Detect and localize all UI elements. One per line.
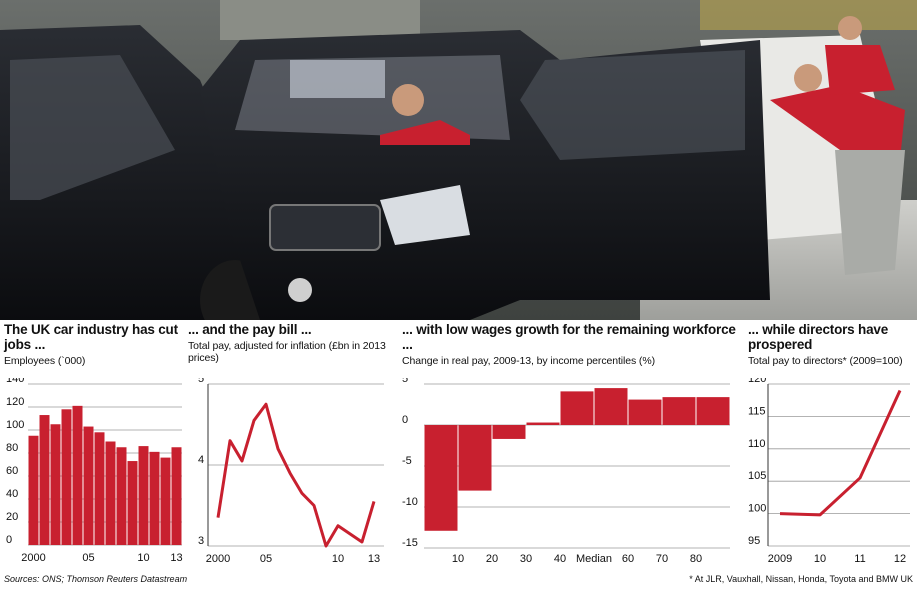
bar bbox=[160, 457, 171, 545]
factory-illustration bbox=[0, 0, 917, 320]
bar bbox=[458, 425, 492, 491]
panel-pay-bill: ... and the pay bill ... Total pay, adju… bbox=[188, 322, 388, 570]
x-tick-label: 10 bbox=[332, 553, 344, 565]
x-tick-label: 40 bbox=[554, 553, 566, 565]
x-tick-label: 12 bbox=[894, 553, 906, 565]
y-tick-label: 60 bbox=[6, 465, 18, 477]
real-pay-bar-chart: 5 0 -5 -10 -15 10 20 30 40 Median 60 70 80 bbox=[402, 378, 730, 565]
y-tick-label: -15 bbox=[402, 537, 418, 549]
bar bbox=[628, 399, 662, 425]
bar bbox=[594, 388, 628, 425]
panel-subtitle: Total pay, adjusted for inflation (£bn i… bbox=[188, 340, 386, 364]
x-tick-label: 10 bbox=[452, 553, 464, 565]
x-tick-label: 30 bbox=[520, 553, 532, 565]
bar bbox=[662, 397, 696, 425]
x-tick-label: 05 bbox=[260, 553, 272, 565]
y-tick-label: 5 bbox=[402, 378, 408, 385]
bar bbox=[105, 441, 116, 545]
x-tick-label: 2009 bbox=[768, 553, 792, 565]
bar bbox=[171, 447, 182, 545]
bar bbox=[116, 447, 127, 545]
directors-line-chart: 95 100 105 110 115 120 2009 10 11 12 bbox=[748, 378, 910, 565]
y-tick-label: 120 bbox=[6, 396, 24, 408]
panel-employees: The UK car industry has cut jobs ... Emp… bbox=[4, 322, 189, 570]
y-tick-label: 115 bbox=[748, 405, 766, 417]
y-tick-label: 0 bbox=[6, 534, 12, 546]
y-tick-label: -10 bbox=[402, 496, 418, 508]
y-tick-label: 5 bbox=[198, 378, 204, 385]
bar bbox=[72, 405, 83, 545]
bar bbox=[526, 422, 560, 425]
panel-real-pay: ... with low wages growth for the remain… bbox=[402, 322, 742, 570]
panel-title: ... while directors have prospered bbox=[748, 322, 889, 352]
y-tick-label: 3 bbox=[198, 535, 204, 547]
footnote: * At JLR, Vauxhall, Nissan, Honda, Toyot… bbox=[689, 574, 913, 584]
x-tick-label: 20 bbox=[486, 553, 498, 565]
y-tick-label: 80 bbox=[6, 442, 18, 454]
x-tick-label: 05 bbox=[82, 552, 94, 564]
bar bbox=[28, 435, 39, 545]
pay-bill-line-chart: 3 4 5 2000 05 10 13 bbox=[198, 378, 384, 565]
panel-subtitle: Employees (`000) bbox=[4, 355, 86, 367]
bar bbox=[50, 424, 61, 545]
sources-note: Sources: ONS; Thomson Reuters Datastream bbox=[4, 574, 188, 584]
series-line bbox=[216, 402, 376, 548]
x-tick-label: 13 bbox=[368, 553, 380, 565]
x-tick-label: 10 bbox=[814, 553, 826, 565]
bar bbox=[696, 397, 730, 425]
series-line bbox=[779, 389, 902, 517]
bar bbox=[61, 409, 72, 545]
y-tick-label: 105 bbox=[748, 470, 766, 482]
bar bbox=[424, 425, 458, 531]
panel-title: The UK car industry has cut jobs ... bbox=[4, 322, 178, 352]
panel-subtitle: Total pay to directors* (2009=100) bbox=[748, 355, 903, 367]
bar bbox=[138, 446, 149, 545]
bar bbox=[560, 391, 594, 425]
panel-title: ... with low wages growth for the remain… bbox=[402, 322, 736, 352]
x-tick-label: Median bbox=[576, 553, 612, 565]
bar bbox=[149, 451, 160, 545]
x-tick-label: 2000 bbox=[206, 553, 230, 565]
bar bbox=[83, 426, 94, 545]
bar bbox=[94, 432, 105, 545]
panel-directors: ... while directors have prospered Total… bbox=[748, 322, 913, 570]
y-tick-label: 120 bbox=[748, 378, 766, 385]
y-tick-label: 140 bbox=[6, 378, 24, 385]
panel-title: ... and the pay bill ... bbox=[188, 322, 312, 337]
y-tick-label: 100 bbox=[748, 503, 766, 515]
panel-subtitle: Change in real pay, 2009-13, by income p… bbox=[402, 355, 655, 367]
x-tick-label: 2000 bbox=[21, 552, 45, 564]
employees-bar-chart: 0 20 40 60 80 100 120 140 2000 05 10 13 bbox=[6, 378, 183, 564]
car-factory-photo bbox=[0, 0, 917, 320]
x-tick-label: 70 bbox=[656, 553, 668, 565]
y-tick-label: 20 bbox=[6, 511, 18, 523]
x-tick-label: 80 bbox=[690, 553, 702, 565]
y-tick-label: 40 bbox=[6, 488, 18, 500]
y-tick-label: 110 bbox=[748, 438, 766, 450]
y-tick-label: 100 bbox=[6, 419, 24, 431]
x-tick-label: 60 bbox=[622, 553, 634, 565]
bar bbox=[39, 415, 50, 545]
y-tick-label: 95 bbox=[748, 535, 760, 547]
bar bbox=[127, 461, 138, 545]
bar bbox=[492, 425, 526, 439]
x-tick-label: 13 bbox=[170, 552, 182, 564]
x-tick-label: 11 bbox=[854, 553, 865, 565]
y-tick-label: 4 bbox=[198, 454, 204, 466]
x-tick-label: 10 bbox=[137, 552, 149, 564]
y-tick-label: -5 bbox=[402, 455, 412, 467]
y-tick-label: 0 bbox=[402, 414, 408, 426]
